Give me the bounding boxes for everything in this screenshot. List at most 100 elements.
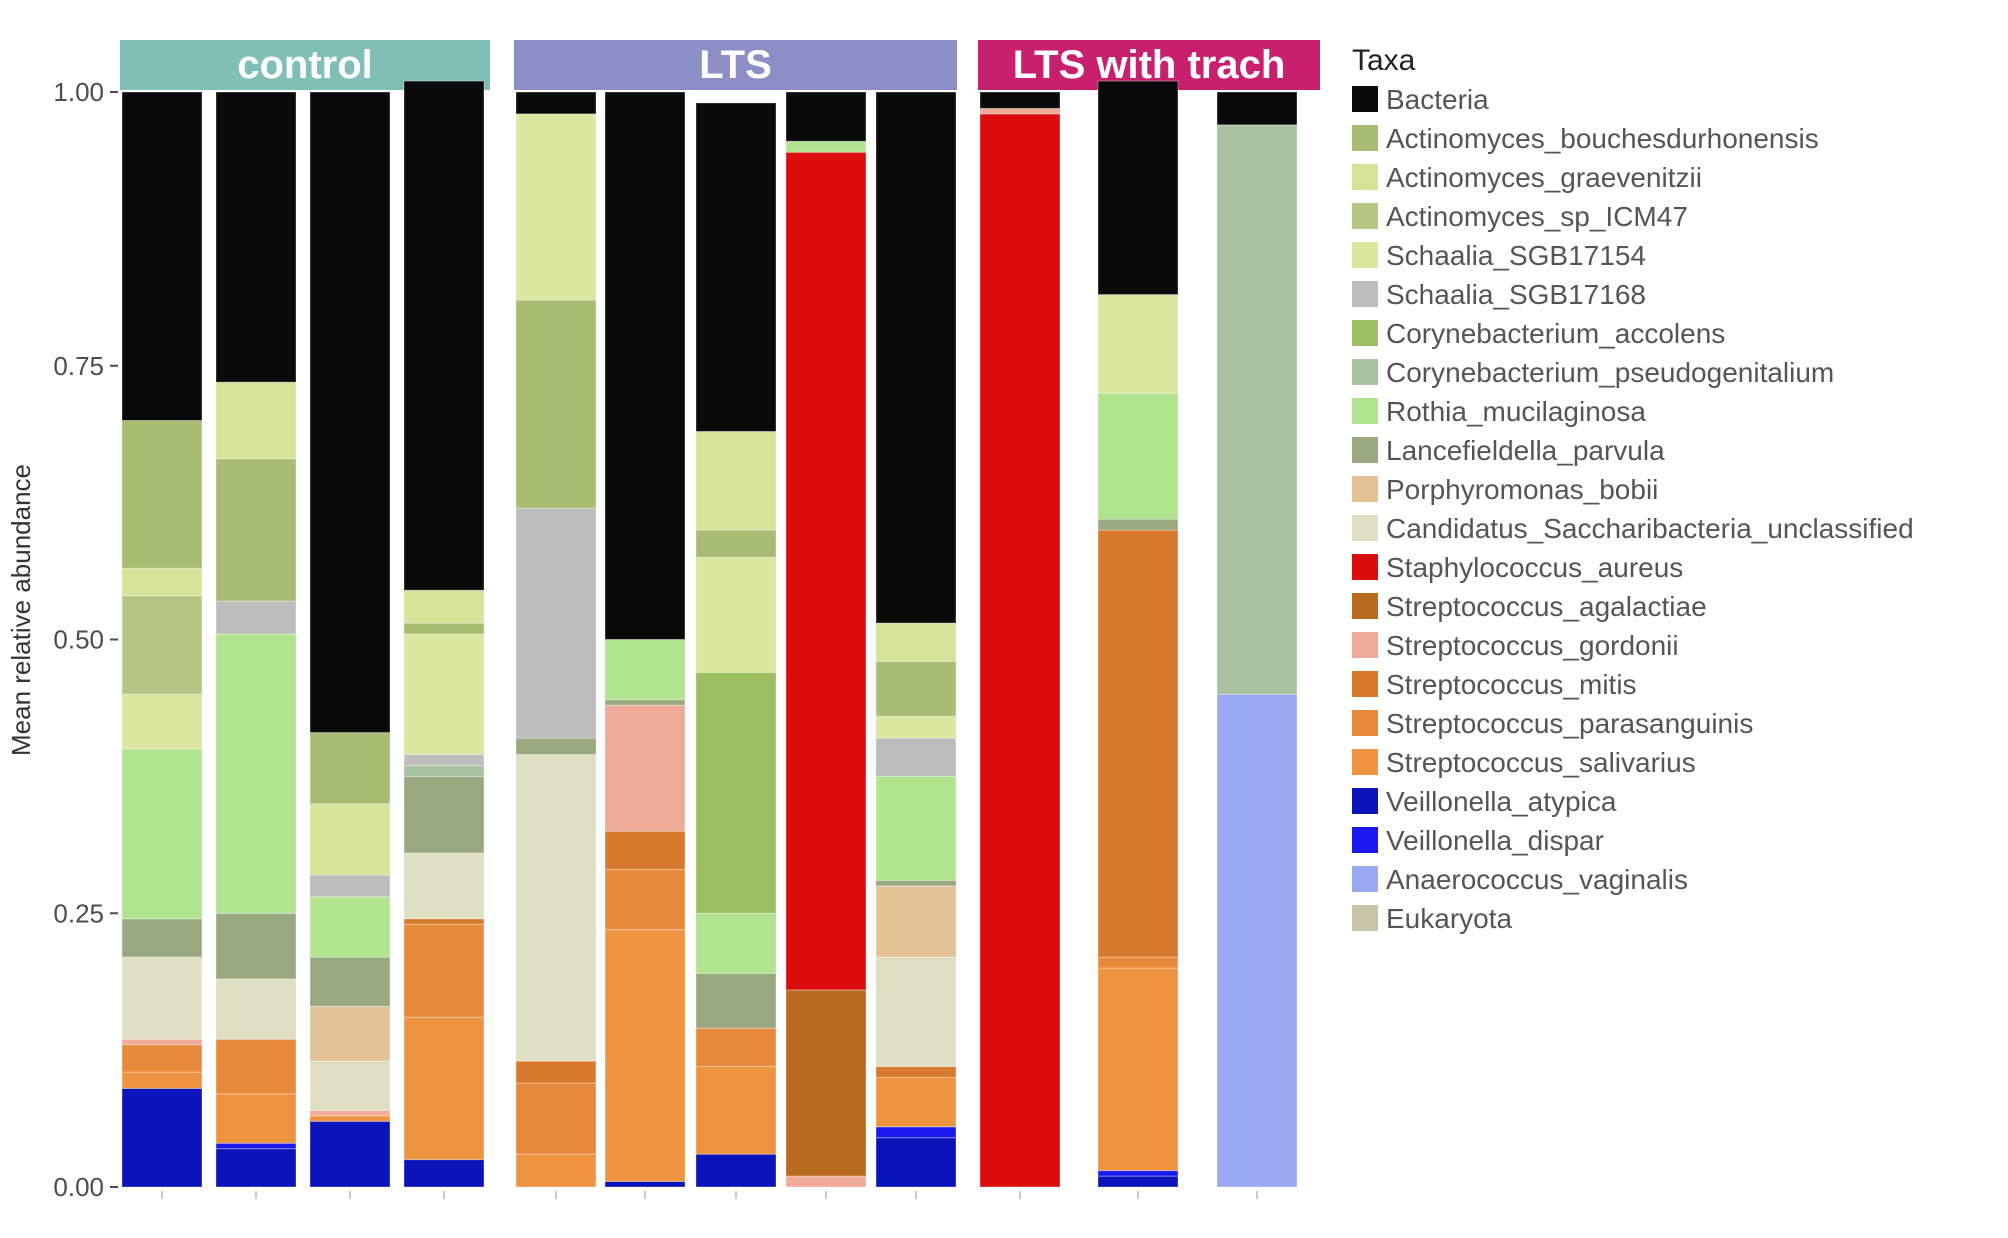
bar-segment-rothia-mucilaginosa xyxy=(121,748,203,920)
legend-label: Corynebacterium_accolens xyxy=(1386,318,1725,349)
bar-segment-schaalia-sgb17154 xyxy=(515,113,597,301)
bar-segment-schaalia-sgb17154 xyxy=(875,715,957,739)
bar-segment-lancefieldella-parvula xyxy=(695,972,777,1029)
legend-swatch xyxy=(1352,515,1378,541)
bar-segment-streptococcus-gordonii xyxy=(979,107,1061,115)
bar-segment-rothia-mucilaginosa xyxy=(215,633,297,914)
bar-segment-schaalia-sgb17168 xyxy=(215,600,297,635)
bar-segment-streptococcus-salivarius xyxy=(309,1115,391,1122)
legend-swatch xyxy=(1352,164,1378,190)
legend-label: Streptococcus_mitis xyxy=(1386,669,1637,700)
bar-segment-lancefieldella-parvula xyxy=(403,775,485,854)
bar xyxy=(215,91,297,1188)
bar-segment-veillonella-atypica xyxy=(403,1159,485,1188)
legend-label: Streptococcus_agalactiae xyxy=(1386,591,1707,622)
y-tick-label: 0.25 xyxy=(53,898,104,928)
bar-segment-bacteria xyxy=(121,91,203,421)
bar-segment-streptococcus-gordonii xyxy=(604,704,686,832)
legend-label: Corynebacterium_pseudogenitalium xyxy=(1386,357,1834,388)
bar-segment-veillonella-atypica xyxy=(309,1120,391,1188)
bar-segment-schaalia-sgb17154 xyxy=(403,633,485,755)
y-tick-label: 0.75 xyxy=(53,351,104,381)
bar-segment-corynebacterium-accolens xyxy=(695,671,777,914)
bar-segment-lancefieldella-parvula xyxy=(1097,518,1179,531)
bar xyxy=(785,91,867,1188)
legend-label: Schaalia_SGB17154 xyxy=(1386,240,1646,271)
bar-segment-streptococcus-mitis xyxy=(403,918,485,925)
bar-segment-streptococcus-agalactiae xyxy=(785,989,867,1177)
legend-label: Streptococcus_gordonii xyxy=(1386,630,1679,661)
legend-swatch xyxy=(1352,125,1378,151)
bar-segment-streptococcus-mitis xyxy=(515,1060,597,1084)
bar-segment-streptococcus-parasanguinis xyxy=(215,1038,297,1095)
bar-segment-actinomyces-bouchesdurhonensis xyxy=(215,458,297,602)
bar xyxy=(121,91,203,1188)
legend-swatch xyxy=(1352,905,1378,931)
legend-label: Actinomyces_graevenitzii xyxy=(1386,162,1702,193)
bar xyxy=(309,91,391,1188)
bar-segment-schaalia-sgb17154 xyxy=(695,556,777,673)
bar-segment-bacteria xyxy=(695,102,777,432)
legend-label: Streptococcus_parasanguinis xyxy=(1386,708,1753,739)
bar-segment-streptococcus-parasanguinis xyxy=(403,923,485,1018)
bar-segment-streptococcus-parasanguinis xyxy=(1097,956,1179,969)
bar-segment-candidatus-saccharibacteria-unclassified xyxy=(309,1060,391,1111)
bar-segment-streptococcus-parasanguinis xyxy=(695,1027,777,1068)
bar-segment-actinomyces-graevenitzii xyxy=(215,381,297,460)
legend-label: Rothia_mucilaginosa xyxy=(1386,396,1646,427)
bar-segment-streptococcus-parasanguinis xyxy=(604,868,686,931)
bar-segment-actinomyces-bouchesdurhonensis xyxy=(515,299,597,509)
bar-segment-streptococcus-gordonii xyxy=(785,1175,867,1188)
bar-segment-actinomyces-bouchesdurhonensis xyxy=(695,529,777,558)
bar-segment-veillonella-atypica xyxy=(215,1148,297,1188)
bar-segment-rothia-mucilaginosa xyxy=(1097,392,1179,520)
bar-segment-actinomyces-bouchesdurhonensis xyxy=(875,660,957,717)
bar-segment-veillonella-atypica xyxy=(695,1153,777,1188)
y-axis-title: Mean relative abundance xyxy=(6,464,36,756)
bar-segment-bacteria xyxy=(1216,91,1298,126)
bar-segment-candidatus-saccharibacteria-unclassified xyxy=(403,852,485,920)
bar-segment-lancefieldella-parvula xyxy=(875,879,957,887)
bar-segment-veillonella-atypica xyxy=(875,1137,957,1188)
bar xyxy=(875,91,957,1188)
bar-segment-bacteria xyxy=(785,91,867,142)
x-axis-ticks xyxy=(161,1191,1258,1199)
legend-label: Streptococcus_salivarius xyxy=(1386,747,1696,778)
bar-segment-streptococcus-salivarius xyxy=(403,1016,485,1161)
bar-segment-rothia-mucilaginosa xyxy=(604,639,686,701)
legend-swatch xyxy=(1352,788,1378,814)
legend-label: Candidatus_Saccharibacteria_unclassified xyxy=(1386,513,1914,544)
bar-segment-streptococcus-salivarius xyxy=(604,929,686,1183)
legend-label: Porphyromonas_bobii xyxy=(1386,474,1658,505)
bar-segment-corynebacterium-pseudogenitalium xyxy=(1216,124,1298,695)
bar-segment-streptococcus-gordonii xyxy=(121,1038,203,1046)
bar-segment-streptococcus-mitis xyxy=(1097,529,1179,958)
bar-segment-veillonella-atypica xyxy=(121,1087,203,1188)
bar-segment-candidatus-saccharibacteria-unclassified xyxy=(121,956,203,1040)
bar-segment-porphyromonas-bobii xyxy=(875,885,957,958)
legend-swatch xyxy=(1352,437,1378,463)
bar-segment-bacteria xyxy=(1097,80,1179,296)
bar-segment-candidatus-saccharibacteria-unclassified xyxy=(515,753,597,1062)
bar-segment-bacteria xyxy=(515,91,597,115)
bar-segment-actinomyces-graevenitzii xyxy=(309,803,391,876)
legend-swatch xyxy=(1352,281,1378,307)
bar-segment-corynebacterium-pseudogenitalium xyxy=(403,764,485,777)
bar-segment-schaalia-sgb17168 xyxy=(403,753,485,766)
bar-segment-actinomyces-graevenitzii xyxy=(121,567,203,597)
legend-swatch xyxy=(1352,593,1378,619)
legend-swatch xyxy=(1352,749,1378,775)
legend-label: Anaerococcus_vaginalis xyxy=(1386,864,1688,895)
legend-swatch xyxy=(1352,242,1378,268)
bar-segment-bacteria xyxy=(875,91,957,624)
legend-swatch xyxy=(1352,632,1378,658)
bar-segment-veillonella-atypica xyxy=(604,1181,686,1188)
bar-segment-schaalia-sgb17154 xyxy=(1097,294,1179,394)
legend-swatch xyxy=(1352,320,1378,346)
bar-segment-schaalia-sgb17168 xyxy=(875,737,957,777)
legend-label: Bacteria xyxy=(1386,84,1489,115)
facet-strip xyxy=(514,40,957,90)
bar-segment-bacteria xyxy=(309,91,391,734)
bar-segment-bacteria xyxy=(979,91,1061,109)
